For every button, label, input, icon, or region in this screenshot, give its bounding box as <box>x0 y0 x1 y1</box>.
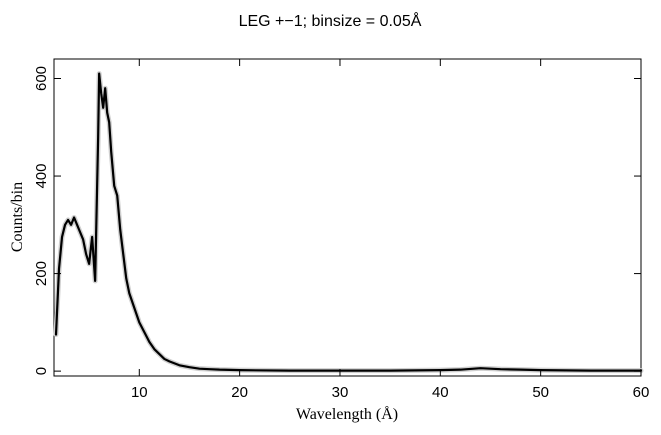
x-tick-label: 40 <box>432 384 449 401</box>
y-tick-label: 200 <box>33 261 50 286</box>
y-tick-label: 600 <box>33 66 50 91</box>
chart-title: LEG +−1; binsize = 0.05Å <box>239 11 422 30</box>
x-tick-label: 50 <box>532 384 549 401</box>
x-axis-label: Wavelength (Å) <box>296 405 398 423</box>
y-tick-label: 400 <box>33 164 50 189</box>
plot-frame <box>53 58 642 377</box>
data-series-line <box>54 72 643 372</box>
x-axis-ticks: 10 20 30 40 50 60 <box>131 59 649 401</box>
y-axis-label: Counts/bin <box>9 182 26 252</box>
data-uncertainty-band <box>53 71 644 374</box>
x-tick-label: 10 <box>131 384 148 401</box>
plot-area <box>53 58 644 377</box>
y-axis-ticks: 0 200 400 600 <box>33 66 641 375</box>
x-tick-label: 20 <box>231 384 248 401</box>
y-tick-label: 0 <box>33 367 50 375</box>
x-tick-label: 30 <box>332 384 349 401</box>
x-tick-label: 60 <box>633 384 650 401</box>
